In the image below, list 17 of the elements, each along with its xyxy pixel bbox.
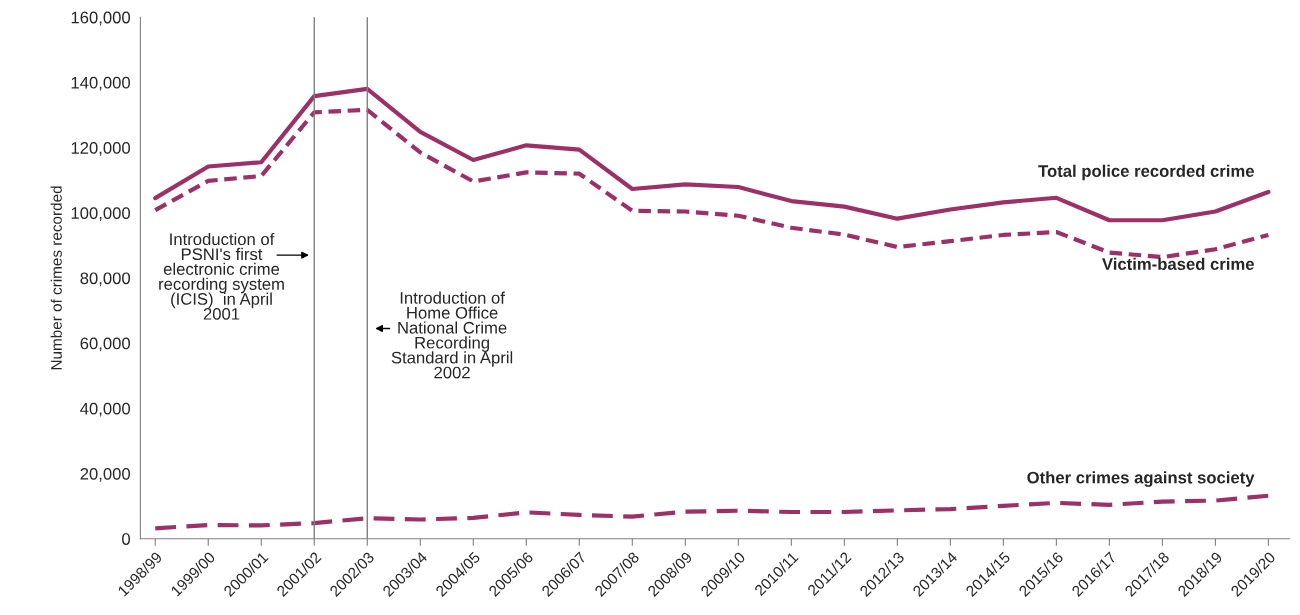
- series-label: Total police recorded crime: [1038, 164, 1254, 181]
- y-axis-title: Number of crimes recorded: [50, 186, 62, 370]
- y-tick-label: 40,000: [80, 402, 131, 417]
- y-tick-label: 60,000: [80, 337, 131, 352]
- y-tick-label: 160,000: [71, 11, 131, 26]
- series-label: Other crimes against society: [1027, 471, 1255, 487]
- series-label: Victim-based crime: [1102, 257, 1254, 270]
- line-series: [153, 493, 1271, 531]
- y-tick-label: 140,000: [71, 76, 131, 91]
- y-tick-label: 20,000: [80, 467, 131, 482]
- line-series: [153, 86, 1271, 223]
- y-tick-label: 0: [122, 533, 131, 545]
- y-tick-label: 80,000: [80, 272, 131, 287]
- ref-line-label: Introduction of Home Office National Crime Recording Standard in April 2002: [391, 291, 513, 379]
- y-tick-label: 120,000: [71, 142, 131, 156]
- y-tick-label: 100,000: [71, 207, 131, 221]
- ref-line-label: Introduction of PSNI's first electronic crime recording system (ICIS) in April 2001: [159, 232, 284, 320]
